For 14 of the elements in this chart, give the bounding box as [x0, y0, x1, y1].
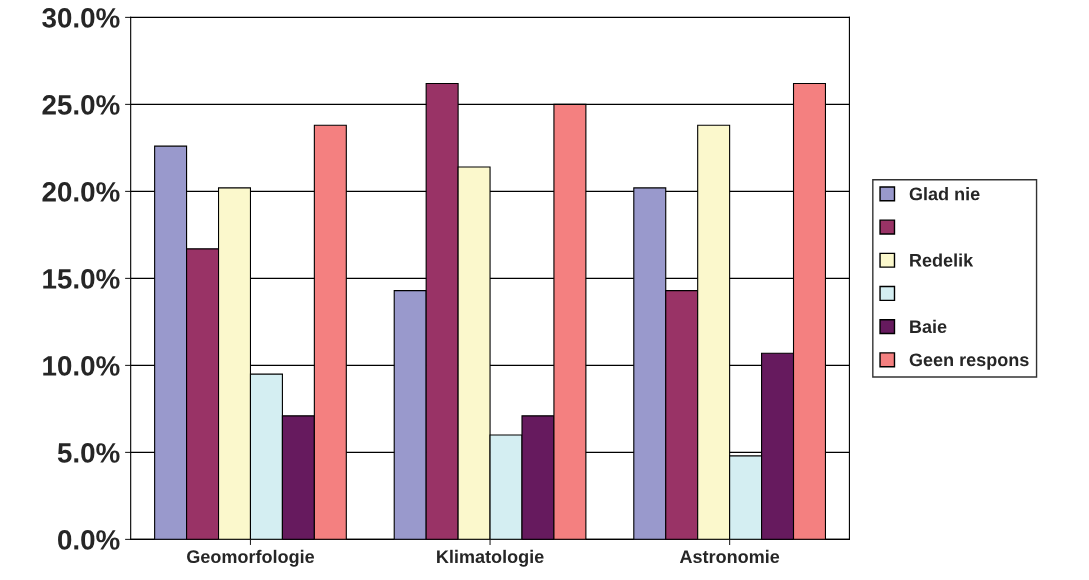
legend-label: Redelik: [910, 253, 974, 267]
y-tick-label: 20.0%: [42, 182, 120, 202]
x-tick-label: Astronomie: [679, 549, 780, 564]
y-tick-label: 30.0%: [42, 8, 120, 28]
x-tick-label: Geomorfologie: [187, 549, 315, 567]
legend-label: Glad nie: [909, 187, 980, 201]
y-tick-label: 25.0%: [42, 95, 120, 115]
y-tick-label: 5.0%: [57, 443, 120, 463]
y-tick-label: 0.0%: [58, 530, 120, 550]
x-tick-label: Klimatologie: [437, 549, 544, 567]
legend-label: Baie: [910, 319, 947, 334]
y-tick-label: 10.0%: [43, 356, 120, 376]
legend-label: Geen respons: [909, 353, 1029, 370]
y-tick-label: 15.0%: [43, 269, 120, 289]
